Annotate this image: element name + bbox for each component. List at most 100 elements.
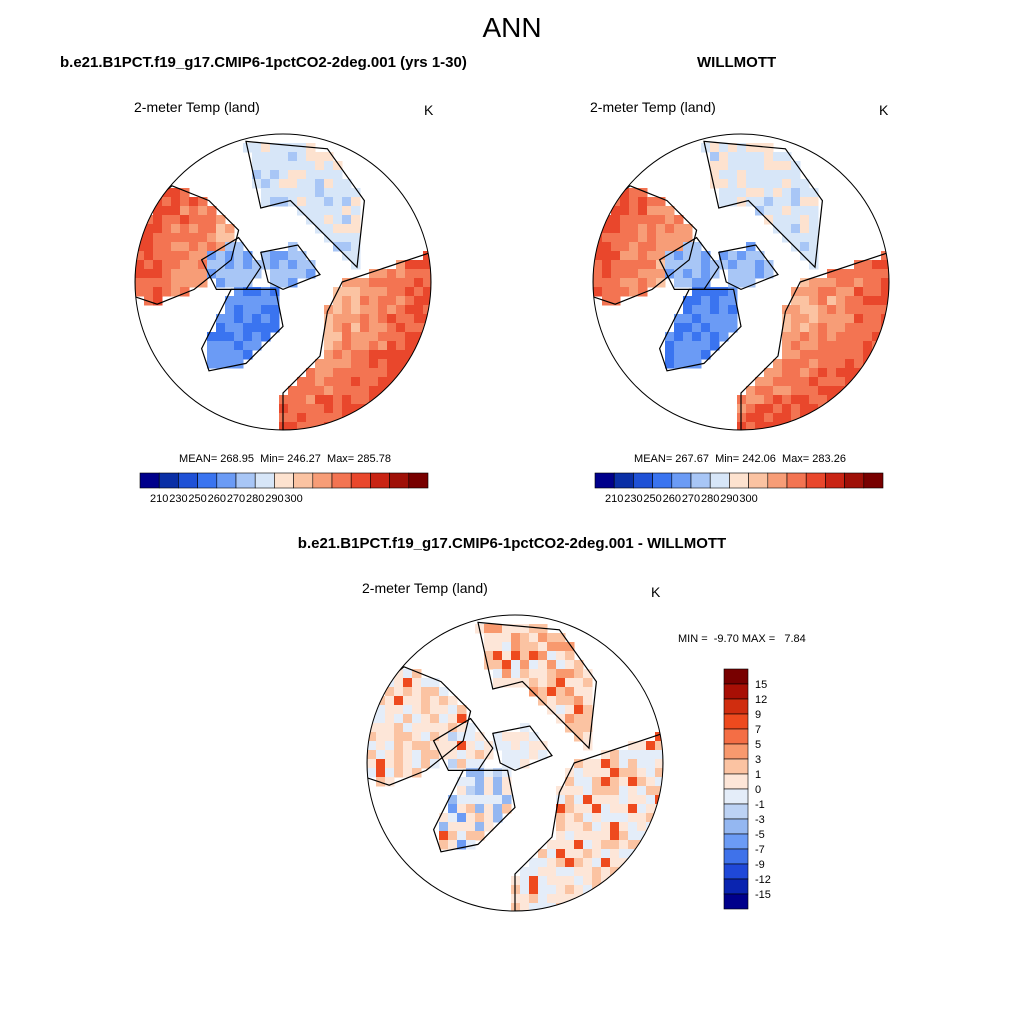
map-cell [448,714,458,724]
map-cell [333,170,343,180]
map-cell [836,332,846,342]
map-cell [728,161,738,171]
map-cell [845,296,855,306]
map-cell [387,332,397,342]
map-cell [511,885,521,895]
map-cell [602,269,612,279]
map-cell [692,251,702,261]
colorbar-box [216,472,237,489]
map-cell [369,332,379,342]
map-cell [360,368,370,378]
map-cell [520,750,530,760]
colorbar-box [723,683,749,700]
map-cell [324,323,334,333]
map-cell [791,161,801,171]
map-cell [872,278,882,288]
map-cell [448,804,458,814]
map-cell [405,305,415,315]
map-cell [565,687,575,697]
map-cell [529,651,539,661]
map-cell [493,804,503,814]
map-cell [692,260,702,270]
map-cell [288,179,298,189]
figure-title: ANN [482,12,542,43]
map-cell [818,314,828,324]
map-cell [629,251,639,261]
map-cell [448,732,458,742]
map-cell [360,350,370,360]
map-cell [234,296,244,306]
map-cell [547,705,557,715]
map-cell [297,197,307,207]
map-cell [719,152,729,162]
map-cell [385,723,395,733]
map-cell [421,750,431,760]
map-cell [520,678,530,688]
map-cell [620,215,630,225]
map-cell [719,170,729,180]
map-cell [457,759,467,769]
map-cell [261,188,271,198]
map-cell [171,269,181,279]
map-cell [827,287,837,297]
map-cell [333,350,343,360]
diff-units-label: K [651,584,661,600]
map-cell [403,759,413,769]
map-cell [610,840,620,850]
map-cell [270,197,280,207]
map-cell [243,332,253,342]
colorbar-tick-label: 230 [624,493,642,505]
colorbar-box [139,472,160,489]
map-cell [342,314,352,324]
map-cell [565,696,575,706]
map-cell [619,759,629,769]
map-cell [198,260,208,270]
map-cell [746,278,756,288]
map-cell [845,350,855,360]
map-cell [583,849,593,859]
map-cell [755,404,765,414]
map-cell [755,152,765,162]
map-cell [153,224,163,234]
map-cell [809,350,819,360]
map-cell [547,858,557,868]
map-cell [198,251,208,261]
map-cell [710,152,720,162]
map-cell [162,278,172,288]
right-colorbar: 210 230 250 260 270 280 290 300 [594,472,884,505]
map-cell [791,323,801,333]
map-cell [448,831,458,841]
map-cell [270,260,280,270]
right-map [593,140,889,430]
map-cell [225,332,235,342]
map-cell [827,323,837,333]
map-cell [647,242,657,252]
map-cell [665,332,675,342]
map-cell [412,768,422,778]
map-cell [484,804,494,814]
map-cell [701,269,711,279]
map-cell [665,251,675,261]
colorbar-box [709,472,730,489]
map-cell [333,197,343,207]
map-cell [547,633,557,643]
map-cell [439,750,449,760]
map-cell [279,395,289,405]
coastline [135,185,240,305]
map-cell [538,669,548,679]
map-cell [414,269,424,279]
map-cell [791,215,801,225]
map-cell [234,260,244,270]
map-cell [288,395,298,405]
left-colorbar: 210 230 250 260 270 280 290 300 [139,472,429,505]
map-cell [646,786,656,796]
map-cell [403,705,413,715]
map-cell [818,287,828,297]
map-cell [351,224,361,234]
map-cell [270,314,280,324]
colorbar-tick-label: 7 [755,724,761,736]
map-cell [493,633,503,643]
map-cell [153,242,163,252]
map-cell [665,224,675,234]
map-cell [430,732,440,742]
